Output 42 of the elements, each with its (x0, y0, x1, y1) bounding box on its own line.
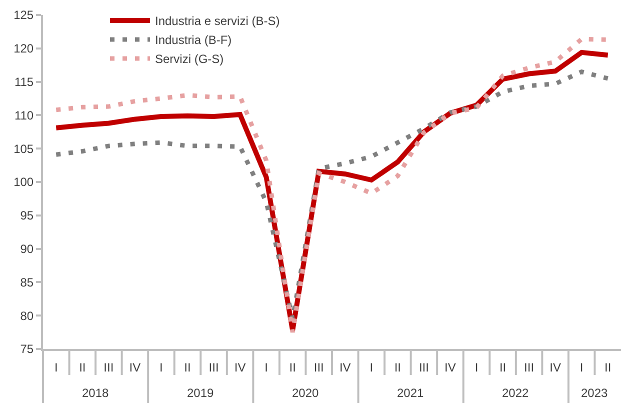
x-tick-label: III (314, 360, 324, 374)
y-tick-label: 105 (14, 142, 34, 156)
text: 2018 (82, 386, 110, 400)
y-tick-label: 95 (20, 208, 34, 223)
x-tick-label: III (104, 360, 114, 374)
text: 2023 (581, 386, 608, 400)
legend-label: Industria (B-F) (155, 33, 232, 48)
x-tick-label: III (418, 360, 429, 374)
x-tick-label: IV (550, 360, 561, 374)
x-tick-label: IV (234, 360, 246, 374)
x-tick-label: I (54, 360, 58, 374)
x-tick-label: IV (444, 360, 456, 374)
x-tick-label: II (499, 360, 506, 374)
y-tick-label: 120 (14, 42, 34, 56)
y-tick-label: 85 (20, 275, 34, 290)
x-tick-label: II (184, 360, 191, 374)
y-tick-label: 115 (14, 75, 34, 89)
x-tick-label: I (370, 360, 374, 374)
y-tick-label: 110 (14, 108, 34, 122)
text: 2020 (292, 386, 320, 400)
x-tick-label: II (604, 360, 612, 374)
x-tick-label: I (160, 360, 163, 374)
x-tick-label: II (289, 360, 296, 374)
text: 2019 (187, 386, 214, 400)
y-tick-label: 90 (20, 242, 34, 256)
x-tick-label: IV (129, 360, 141, 374)
x-tick-label: III (524, 360, 534, 374)
legend-label: Industria e servizi (B-S) (155, 14, 280, 28)
x-tick-label: III (208, 360, 219, 374)
x-tick-label: II (79, 360, 86, 374)
y-tick-label: 125 (14, 8, 34, 22)
text: 2022 (502, 386, 530, 400)
y-tick-label: 80 (20, 308, 34, 323)
legend-label: Servizi (G-S) (155, 52, 224, 66)
y-tick-label: 75 (20, 342, 34, 356)
x-tick-label: IV (339, 360, 351, 374)
x-tick-label: I (474, 360, 478, 374)
x-tick-label: I (264, 360, 268, 374)
x-tick-label: I (580, 360, 584, 374)
y-tick-label: 100 (14, 175, 34, 190)
x-tick-label: II (394, 360, 402, 374)
text: 2021 (397, 386, 424, 400)
